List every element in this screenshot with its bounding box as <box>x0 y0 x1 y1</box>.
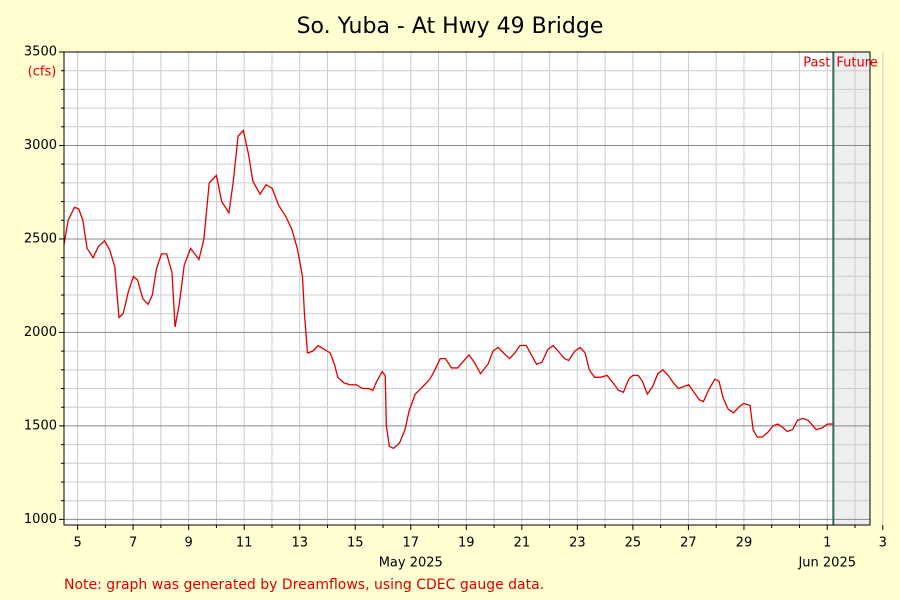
y-tick-label: 3000 <box>24 138 57 153</box>
x-tick-label: 7 <box>129 536 137 551</box>
plot-border <box>63 51 871 526</box>
x-tick-label: 19 <box>458 536 475 551</box>
note: Note: graph was generated by Dreamflows,… <box>64 577 544 593</box>
month-label: May 2025 <box>379 556 443 571</box>
data-line <box>63 129 833 450</box>
x-tick-label: 27 <box>680 536 697 551</box>
x-tick-label: 1 <box>823 536 831 551</box>
x-tick-label: 9 <box>185 536 193 551</box>
x-tick-label: 29 <box>736 536 753 551</box>
y-tick-label: 1500 <box>24 418 57 433</box>
x-tick-label: 13 <box>291 536 308 551</box>
y-tick-label: 2000 <box>24 325 57 340</box>
x-tick-label: 21 <box>514 536 531 551</box>
x-tick-label: 11 <box>236 536 253 551</box>
x-tick-label: 23 <box>569 536 586 551</box>
y-tick-label: 2500 <box>24 231 57 246</box>
month-label: Jun 2025 <box>797 556 856 571</box>
x-tick-label: 25 <box>625 536 642 551</box>
x-tick-label: 5 <box>73 536 81 551</box>
past-label: Past <box>803 56 830 71</box>
y-unit: (cfs) <box>28 65 57 80</box>
x-tick-label: 15 <box>347 536 364 551</box>
future-region <box>833 52 870 525</box>
x-tick-label: 17 <box>403 536 420 551</box>
y-tick-label: 1000 <box>24 512 57 527</box>
future-label: Future <box>836 56 877 71</box>
x-tick-label: 3 <box>879 536 887 551</box>
plot-area <box>64 52 870 525</box>
chart-title: So. Yuba - At Hwy 49 Bridge <box>297 14 604 39</box>
y-tick-label: 3500 <box>24 45 57 60</box>
